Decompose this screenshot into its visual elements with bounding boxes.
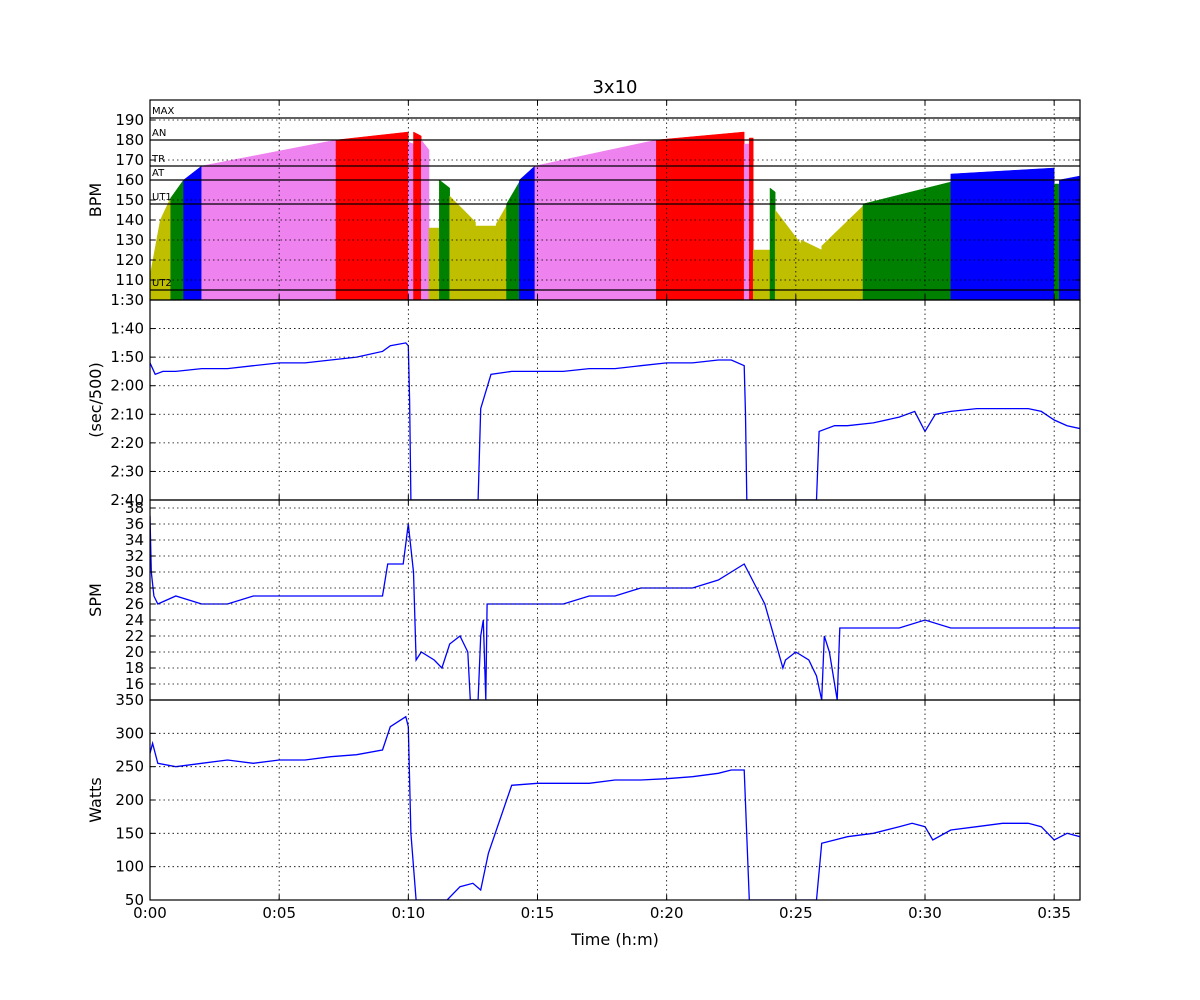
panel-frame (149, 299, 1081, 501)
hr-zone-area (743, 143, 750, 300)
chart-panels: 110 120 130 140 150 160 170 180 190 MAX AN TR AT UT1 U… (86, 99, 1081, 909)
y-tick-label: 2:40 (110, 491, 144, 509)
grid (150, 299, 1080, 501)
y-tick-label: 150 (115, 824, 144, 842)
x-axis: 0:00 0:05 0:10 0:15 0:20 0:25 0:30 0:35 (133, 904, 1071, 922)
y-tick-label: 100 (115, 858, 144, 876)
y-tick-label: 30 (125, 563, 144, 581)
panel-sec500: 1:30 1:40 1:50 2:00 2:10 2:20 2:30 2:40 (sec/500… (86, 291, 1081, 509)
y-axis-label: SPM (86, 583, 105, 617)
panel-bpm: 110 120 130 140 150 160 170 180 190 MAX AN TR AT UT1 U… (86, 99, 1081, 301)
zone-label: AT (152, 168, 165, 179)
y-tick-label: 170 (115, 151, 144, 169)
series-line (150, 515, 1080, 700)
y-tick-label: 28 (125, 579, 144, 597)
x-tick-label: 0:05 (262, 904, 296, 922)
y-tick-label: 16 (125, 675, 144, 693)
y-tick-label: 2:20 (110, 434, 144, 452)
y-tick-label: 2:00 (110, 377, 144, 395)
x-tick-label: 0:25 (779, 904, 813, 922)
plot-area (150, 342, 1080, 500)
y-tick-label: 50 (125, 891, 144, 909)
y-tick-label: 20 (125, 643, 144, 661)
zone-label: UT1 (152, 192, 172, 203)
chart-title: 3x10 (592, 77, 637, 98)
y-tick-label: 110 (115, 271, 144, 289)
y-tick-label: 36 (125, 515, 144, 533)
hr-zone-area (774, 209, 802, 300)
series-line (150, 715, 1080, 900)
grid (150, 699, 1080, 901)
y-tick-label: 26 (125, 595, 144, 613)
y-tick-label: 24 (125, 611, 144, 629)
zone-label: TR (151, 154, 165, 165)
y-tick-label: 18 (125, 659, 144, 677)
y-axis-label: BPM (86, 183, 105, 217)
grid (150, 500, 1080, 700)
y-tick-label: 1:40 (110, 320, 144, 338)
series-line (150, 342, 1080, 500)
y-axis: 50 100 150 200 250 300 350 (115, 691, 1080, 909)
y-tick-label: 1:50 (110, 348, 144, 366)
y-tick-label: 2:10 (110, 405, 144, 423)
y-tick-label: 34 (125, 531, 144, 549)
y-tick-label: 130 (115, 231, 144, 249)
plot-area (150, 715, 1080, 900)
y-tick-label: 180 (115, 131, 144, 149)
y-tick-label: 32 (125, 547, 144, 565)
y-axis-label: Watts (86, 777, 105, 822)
hr-zone-area (428, 227, 440, 300)
hr-zone-area (656, 131, 745, 300)
panel-frame (149, 499, 1081, 701)
y-tick-label: 250 (115, 758, 144, 776)
y-tick-label: 190 (115, 111, 144, 129)
y-tick-label: 200 (115, 791, 144, 809)
y-tick-label: 120 (115, 251, 144, 269)
y-tick-label: 38 (125, 499, 144, 517)
y-tick-label: 160 (115, 171, 144, 189)
y-axis: 1:30 1:40 1:50 2:00 2:10 2:20 2:30 2:40 (110, 291, 1080, 509)
y-tick-label: 350 (115, 691, 144, 709)
y-axis-label: (sec/500) (86, 362, 105, 437)
y-axis: 110 120 130 140 150 160 170 180 190 (115, 111, 1080, 289)
panel-frame (149, 699, 1081, 901)
x-tick-label: 0:30 (908, 904, 942, 922)
plot-area (150, 131, 1080, 300)
hr-zone-area (1053, 183, 1060, 300)
y-tick-label: 140 (115, 211, 144, 229)
x-tick-label: 0:00 (133, 904, 167, 922)
hr-zone-area (201, 139, 337, 300)
x-tick-label: 0:20 (650, 904, 684, 922)
x-tick-label: 0:35 (1037, 904, 1071, 922)
x-tick-label: 0:10 (391, 904, 425, 922)
y-tick-label: 1:30 (110, 291, 144, 309)
zone-label: UT2 (152, 278, 172, 289)
hr-zone-area (413, 131, 422, 300)
x-tick-label: 0:15 (521, 904, 555, 922)
hr-zone-area (475, 225, 497, 300)
zone-label: AN (152, 128, 166, 139)
panel-watts: 50 100 150 200 250 300 350 Watts (86, 691, 1081, 909)
plot-area (150, 515, 1080, 700)
zone-label: MAX (152, 106, 174, 117)
hr-zone-area (749, 137, 754, 300)
y-tick-label: 300 (115, 724, 144, 742)
hr-zone-area (506, 181, 520, 300)
hr-zone-area (769, 187, 776, 300)
hr-zone-area (1059, 175, 1080, 300)
hr-zone-area (449, 195, 476, 300)
hr-zone-area (335, 131, 409, 300)
y-tick-label: 150 (115, 191, 144, 209)
zone-lines: MAX AN TR AT UT1 UT2 (150, 106, 1080, 291)
hr-zone-area (800, 239, 822, 300)
x-axis-label: Time (h:m) (570, 930, 659, 949)
y-tick-label: 2:30 (110, 462, 144, 480)
y-tick-label: 22 (125, 627, 144, 645)
hr-zone-area (752, 249, 771, 300)
hr-zone-area (950, 167, 1055, 300)
